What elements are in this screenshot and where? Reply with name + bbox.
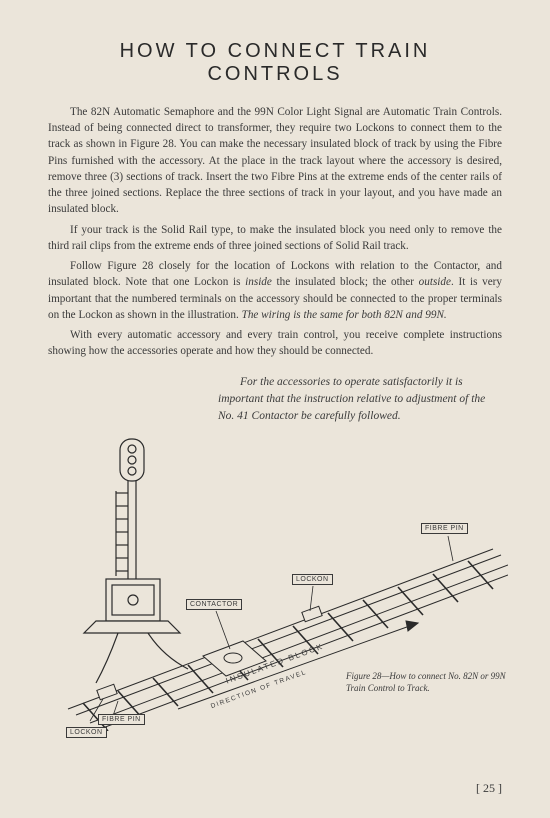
p3-em-inside: inside (245, 276, 272, 288)
p3-em-outside: outside (419, 276, 451, 288)
paragraph-4: With every automatic accessory and every… (48, 327, 502, 359)
label-contactor: CONTACTOR (186, 599, 242, 610)
page-title: HOW TO CONNECT TRAIN CONTROLS (48, 40, 502, 86)
paragraph-2: If your track is the Solid Rail type, to… (48, 222, 502, 254)
paragraph-3: Follow Figure 28 closely for the locatio… (48, 258, 502, 323)
label-lockon-bottom: LOCKON (66, 727, 107, 738)
label-lockon-top: LOCKON (292, 574, 333, 585)
figure-caption: Figure 28—How to connect No. 82N or 99N … (346, 671, 506, 694)
label-fibre-pin-top: FIBRE PIN (421, 523, 468, 534)
p3-text-b: the insulated block; the other (272, 276, 419, 288)
figure-28-diagram: FIBRE PIN LOCKON CONTACTOR FIBRE PIN LOC… (48, 431, 502, 731)
page-number: [ 25 ] (476, 781, 502, 796)
label-fibre-pin-bottom: FIBRE PIN (98, 714, 145, 725)
italic-note: For the accessories to operate satisfact… (218, 374, 502, 426)
page-container: HOW TO CONNECT TRAIN CONTROLS The 82N Au… (0, 0, 550, 751)
p3-em-wiring: The wiring is the same for both 82N and … (242, 309, 447, 321)
paragraph-1: The 82N Automatic Semaphore and the 99N … (48, 104, 502, 218)
